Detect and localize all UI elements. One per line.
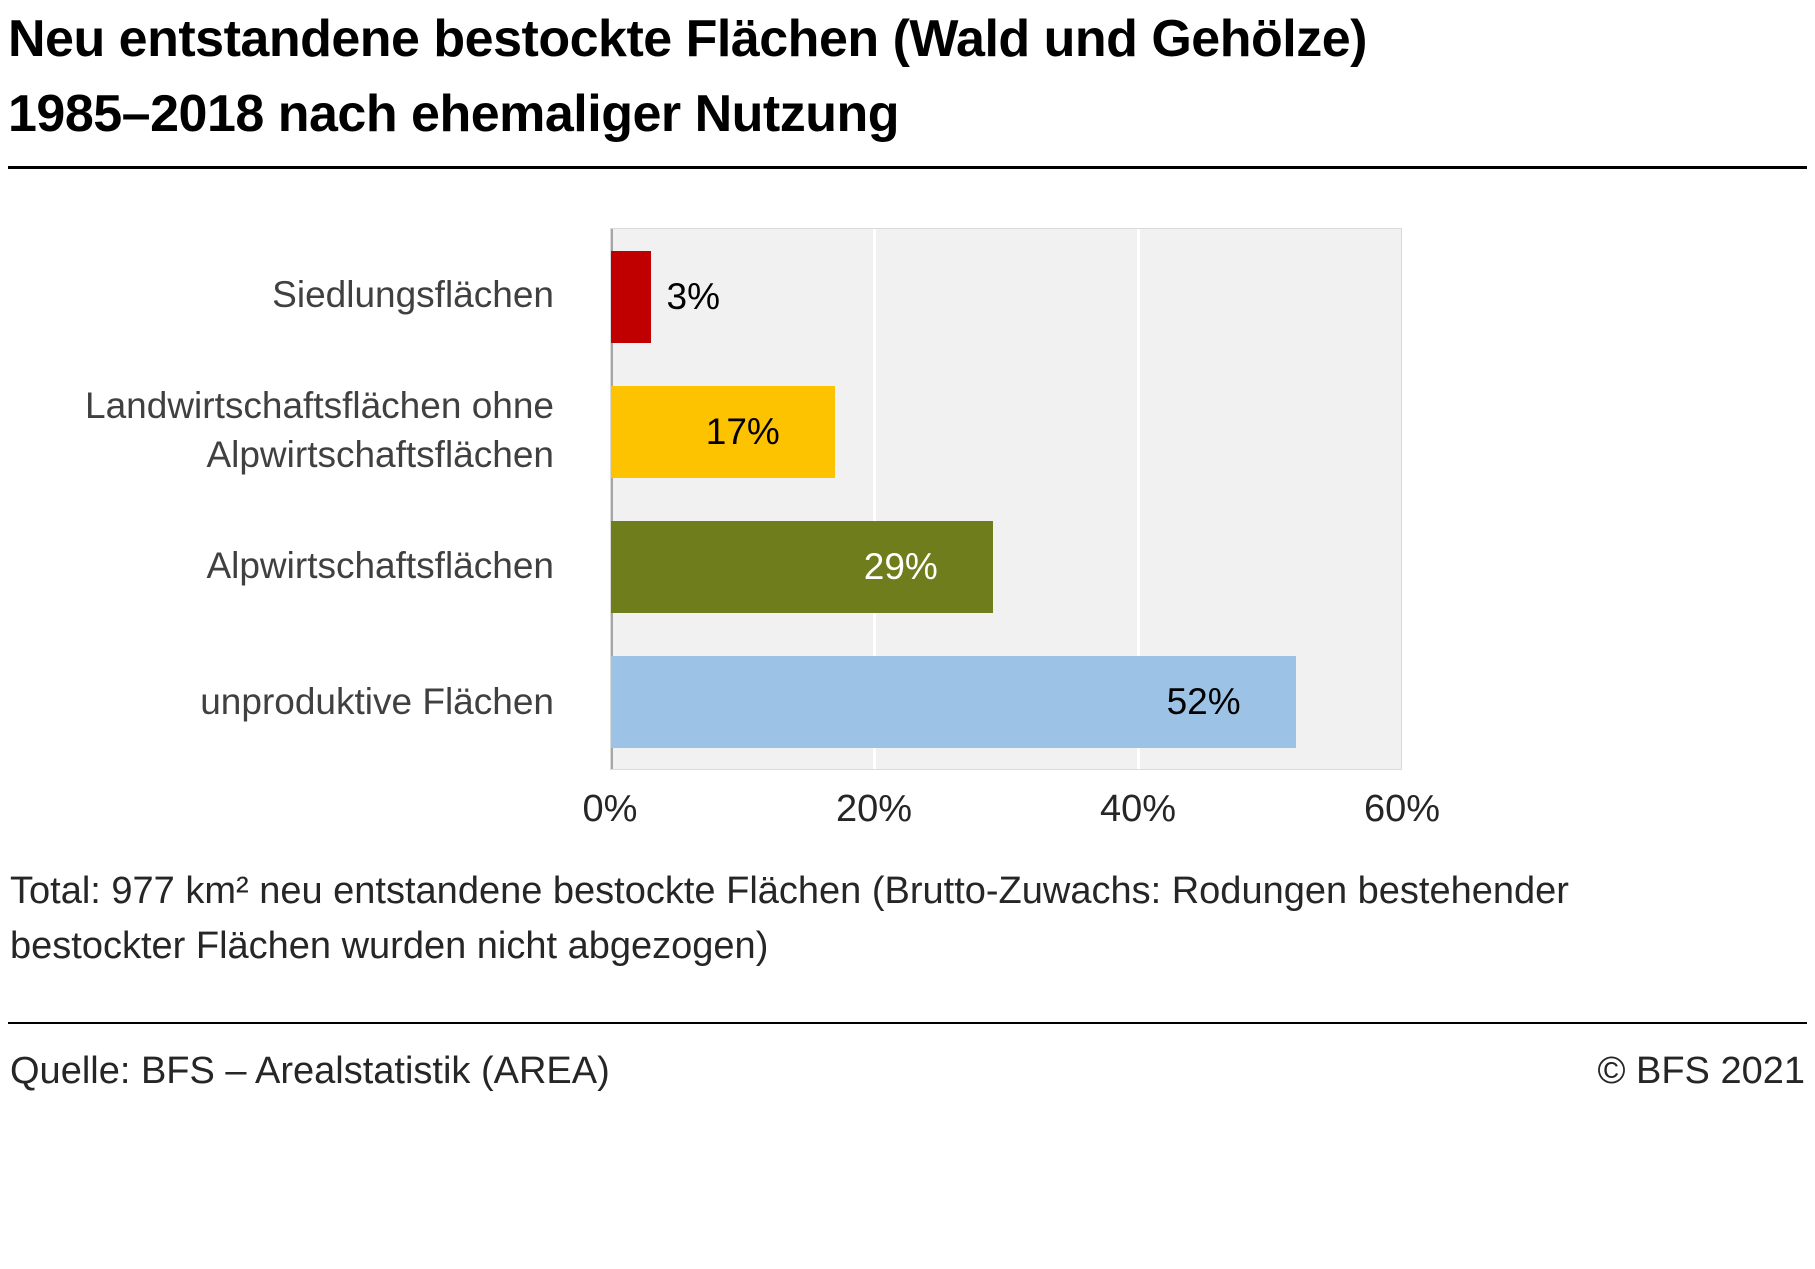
bar-value-label: 17% <box>705 410 780 452</box>
x-axis-ticks: 0% 20% 40% 60% <box>583 788 1440 840</box>
bar <box>611 520 993 613</box>
bar-value-label: 3% <box>666 275 720 317</box>
bar <box>611 655 1296 748</box>
footer-row: Quelle: BFS – Arealstatistik (AREA) © BF… <box>10 1050 1805 1093</box>
bar-row: 3% <box>611 250 1401 343</box>
x-axis-tick-label: 60% <box>1363 788 1441 830</box>
x-axis-tick-label: 40% <box>1099 788 1177 830</box>
copyright-text: © BFS 2021 <box>1597 1050 1805 1092</box>
total-note: Total: 977 km² neu entstandene bestockte… <box>10 870 1569 967</box>
footer-divider <box>8 1022 1807 1024</box>
source-text: Quelle: BFS – Arealstatistik (AREA) <box>10 1050 610 1092</box>
x-axis-tick-label: 0% <box>582 788 638 830</box>
x-axis-tick-label: 20% <box>835 788 913 830</box>
plot-area: 3% 17% 29% 52% <box>610 228 1402 770</box>
category-label: Alpwirtschaftsflächen <box>206 545 554 587</box>
y-axis-category-labels: Siedlungsflächen Landwirtschaftsflächen o… <box>0 228 582 770</box>
title-divider <box>8 166 1807 169</box>
bar-row: 17% <box>611 385 1401 478</box>
category-label: Siedlungsflächen <box>272 274 554 316</box>
bar-row: 29% <box>611 520 1401 613</box>
bar-row: 52% <box>611 655 1401 748</box>
bar <box>611 250 651 343</box>
bar-value-label: 29% <box>863 545 938 587</box>
bar-value-label: 52% <box>1166 680 1241 722</box>
gridline <box>873 229 877 769</box>
chart-title: Neu entstandene bestockte Flächen (Wald … <box>8 10 1367 143</box>
category-label: Landwirtschaftsflächen ohne Alpwirtschaf… <box>85 385 554 476</box>
y-axis-line <box>611 229 613 769</box>
gridline <box>1136 229 1140 769</box>
bar <box>611 385 835 478</box>
category-label: unproduktive Flächen <box>200 680 554 722</box>
